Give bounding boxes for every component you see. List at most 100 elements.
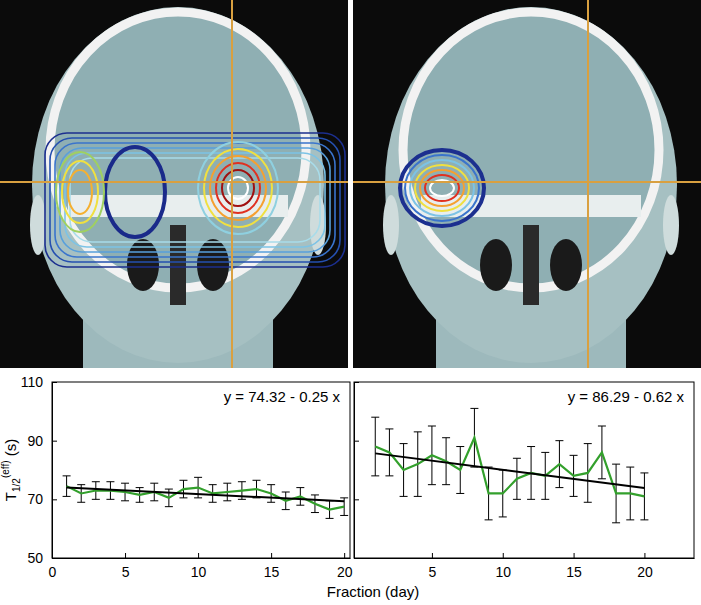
dose-contour xyxy=(400,150,484,226)
error-bar-cap xyxy=(238,481,246,482)
error-bar-cap xyxy=(326,518,334,519)
error-bar-cap xyxy=(442,484,450,485)
dose-contour xyxy=(420,170,464,206)
error-bar-cap xyxy=(541,499,549,500)
error-bar-cap xyxy=(541,452,549,453)
tick-label: 90 xyxy=(27,433,43,449)
tick: 15 xyxy=(566,553,582,580)
dose-contour xyxy=(410,160,474,216)
error-bars xyxy=(63,476,349,519)
error-bar-cap xyxy=(626,519,634,520)
dose-contour xyxy=(68,170,92,214)
dose-contour xyxy=(105,147,165,237)
ct-head xyxy=(385,7,677,363)
error-bar-cap xyxy=(282,492,290,493)
y-axis xyxy=(354,383,359,559)
x-axis-title: Fraction (day) xyxy=(327,583,420,600)
error-bar-cap xyxy=(150,483,158,484)
tick-mark xyxy=(354,499,359,500)
tick-label: 5 xyxy=(429,564,437,580)
tick-mark xyxy=(574,553,575,558)
dose-contour xyxy=(56,152,104,232)
error-bar-cap xyxy=(428,426,436,427)
crosshair xyxy=(0,181,348,183)
error-bar-cap xyxy=(456,493,464,494)
plot-frame xyxy=(354,382,694,558)
error-bar-cap xyxy=(371,417,379,418)
tick-mark xyxy=(52,441,57,442)
error-bar-cap xyxy=(340,497,348,498)
dose-contour xyxy=(60,148,330,252)
error-bar-cap xyxy=(92,499,100,500)
error-bar-cap xyxy=(223,500,231,501)
tick: 5 xyxy=(429,553,437,580)
tick-mark xyxy=(644,553,645,558)
error-bar-cap xyxy=(555,487,563,488)
tick: 90 xyxy=(27,433,57,449)
error-bar-cap xyxy=(584,443,592,444)
dose-contour xyxy=(405,155,479,221)
tick-mark xyxy=(271,553,272,558)
crosshair xyxy=(353,181,701,183)
error-bar-cap xyxy=(194,477,202,478)
chart-panel: 05101520507090110y = 74.32 - 0.25 xT1/2(… xyxy=(0,374,353,580)
ct-background xyxy=(353,0,701,368)
error-bar-cap xyxy=(598,478,606,479)
error-bar-cap xyxy=(296,505,304,506)
plot-background xyxy=(354,382,694,558)
tick-mark xyxy=(125,553,126,558)
y-axis-title: T1/2(eff) (s) xyxy=(0,439,22,501)
y-title-sup: (eff) xyxy=(0,460,11,478)
tick-mark xyxy=(198,553,199,558)
error-bar-cap xyxy=(296,487,304,488)
tick: 15 xyxy=(264,553,280,580)
dose-contour xyxy=(204,149,272,227)
tick-mark xyxy=(354,441,359,442)
error-bar-cap xyxy=(311,512,319,513)
tick-label: 20 xyxy=(337,564,353,580)
error-bar-cap xyxy=(470,408,478,409)
tick-label: 15 xyxy=(264,564,280,580)
error-bar-cap xyxy=(92,481,100,482)
tick xyxy=(354,441,359,442)
error-bar-cap xyxy=(106,499,114,500)
error-bar-cap xyxy=(63,475,71,476)
ct-ear xyxy=(383,195,399,255)
tick: 5 xyxy=(122,553,130,580)
tick: 20 xyxy=(637,553,653,580)
tick-label: 70 xyxy=(27,491,43,507)
ct-airway xyxy=(170,225,186,305)
plot-background xyxy=(52,382,350,558)
error-bar-cap xyxy=(485,519,493,520)
data-line xyxy=(375,438,644,497)
error-bar-cap xyxy=(385,428,393,429)
tick-label: 0 xyxy=(49,564,57,580)
error-bar-cap xyxy=(77,484,85,485)
tick-label: 20 xyxy=(637,564,653,580)
error-bar-cap xyxy=(584,502,592,503)
error-bar-cap xyxy=(340,515,348,516)
error-bar-cap xyxy=(77,502,85,503)
error-bar-cap xyxy=(640,519,648,520)
tick-label: 5 xyxy=(122,564,130,580)
fit-line xyxy=(67,487,345,501)
error-bar-cap xyxy=(238,499,246,500)
error-bar-cap xyxy=(106,481,114,482)
fit-line xyxy=(375,453,644,488)
ct-ear xyxy=(30,195,46,255)
tick-label: 10 xyxy=(495,564,511,580)
error-bar-cap xyxy=(414,431,422,432)
error-bar-cap xyxy=(194,497,202,498)
error-bar-cap xyxy=(223,483,231,484)
error-bar-cap xyxy=(165,506,173,507)
tick xyxy=(354,499,359,500)
error-bar-cap xyxy=(371,475,379,476)
tick-mark xyxy=(432,553,433,558)
error-bar-cap xyxy=(513,458,521,459)
error-bar-cap xyxy=(570,496,578,497)
error-bar-cap xyxy=(598,426,606,427)
annotation: y = 74.32 - 0.25 x xyxy=(224,388,341,405)
dose-contour xyxy=(62,161,98,223)
x-axis: 5 10 15 20 xyxy=(355,553,695,580)
tick-label: 50 xyxy=(27,550,43,566)
